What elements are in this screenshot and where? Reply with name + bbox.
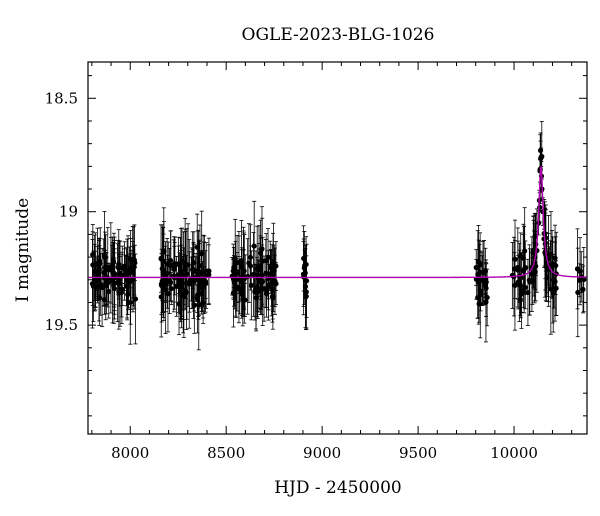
data-point bbox=[97, 260, 103, 267]
model-curve bbox=[88, 166, 588, 279]
data-point bbox=[105, 275, 111, 281]
x-tick-label: 8500 bbox=[207, 444, 245, 462]
data-point bbox=[92, 268, 98, 275]
data-point bbox=[520, 255, 526, 261]
data-point bbox=[167, 257, 174, 264]
data-point bbox=[90, 283, 96, 289]
data-point bbox=[477, 262, 483, 268]
data-point bbox=[194, 244, 200, 250]
data-point bbox=[273, 263, 279, 269]
y-tick-label: 19 bbox=[59, 203, 78, 221]
data-point bbox=[230, 268, 236, 274]
data-point bbox=[484, 294, 490, 301]
data-points bbox=[89, 121, 587, 351]
chart-title: OGLE-2023-BLG-1026 bbox=[242, 25, 435, 45]
data-point bbox=[122, 267, 129, 274]
data-point bbox=[181, 293, 187, 299]
data-point bbox=[532, 269, 538, 275]
data-point bbox=[163, 281, 169, 287]
x-tick-label: 10000 bbox=[490, 444, 538, 462]
model-layer bbox=[88, 166, 588, 279]
data-point bbox=[191, 302, 197, 308]
data-point bbox=[119, 286, 125, 292]
data-point bbox=[172, 263, 178, 269]
data-point bbox=[530, 249, 536, 255]
data-point bbox=[203, 281, 209, 287]
data-point bbox=[245, 273, 251, 280]
data-point bbox=[261, 286, 267, 292]
data-point bbox=[303, 278, 310, 284]
data-point bbox=[248, 282, 254, 288]
data-point bbox=[102, 254, 108, 261]
data-point bbox=[481, 270, 487, 276]
data-point bbox=[132, 296, 139, 302]
y-axis-label: I magnitude bbox=[13, 198, 33, 302]
data-point bbox=[515, 264, 521, 271]
data-point bbox=[517, 296, 523, 303]
data-point bbox=[110, 269, 116, 275]
data-point bbox=[186, 281, 192, 287]
data-point bbox=[258, 277, 264, 283]
data-point bbox=[538, 154, 544, 160]
data-point bbox=[184, 271, 190, 277]
data-point bbox=[303, 294, 309, 300]
data-point bbox=[522, 264, 528, 271]
data-point bbox=[185, 262, 191, 268]
x-tick-label: 9000 bbox=[303, 444, 341, 462]
data-point bbox=[268, 263, 274, 270]
data-point bbox=[191, 267, 197, 274]
data-point bbox=[167, 279, 174, 285]
data-point bbox=[270, 295, 276, 301]
y-tick-label: 18.5 bbox=[45, 89, 78, 107]
data-point bbox=[252, 289, 258, 295]
data-point bbox=[265, 282, 272, 289]
data-point bbox=[477, 288, 484, 295]
data-point bbox=[233, 287, 239, 293]
data-point bbox=[537, 147, 544, 154]
y-tick-label: 19.5 bbox=[45, 316, 78, 334]
data-point bbox=[575, 289, 581, 296]
data-point bbox=[238, 257, 245, 264]
data-point bbox=[206, 268, 212, 274]
data-point bbox=[518, 283, 524, 289]
data-point bbox=[253, 295, 259, 301]
data-point bbox=[301, 255, 307, 262]
data-point bbox=[176, 280, 183, 286]
x-tick-label: 9500 bbox=[399, 444, 437, 462]
data-point bbox=[96, 266, 102, 272]
data-point bbox=[117, 280, 123, 287]
data-point bbox=[241, 268, 247, 274]
data-point bbox=[577, 268, 583, 274]
data-point bbox=[165, 291, 171, 297]
data-point bbox=[111, 280, 118, 287]
data-point bbox=[199, 251, 205, 257]
data-point bbox=[247, 254, 254, 260]
data-point bbox=[482, 280, 488, 286]
data-point bbox=[116, 261, 122, 267]
data-point bbox=[251, 243, 257, 249]
data-point bbox=[529, 278, 535, 284]
data-point bbox=[161, 248, 167, 254]
data-point bbox=[550, 261, 556, 267]
data-point bbox=[263, 270, 269, 276]
x-tick-label: 8000 bbox=[111, 444, 149, 462]
data-point bbox=[158, 294, 164, 300]
x-axis-label: HJD - 2450000 bbox=[274, 478, 402, 498]
plot-frame bbox=[87, 61, 588, 435]
data-point bbox=[512, 282, 518, 288]
data-point bbox=[196, 269, 203, 275]
axis-ticks: 8000 8500 9000 9500 10000 18.5 19 19.5 bbox=[45, 62, 587, 462]
data-point bbox=[525, 289, 531, 296]
data-point bbox=[518, 287, 525, 294]
data-point bbox=[131, 264, 137, 270]
